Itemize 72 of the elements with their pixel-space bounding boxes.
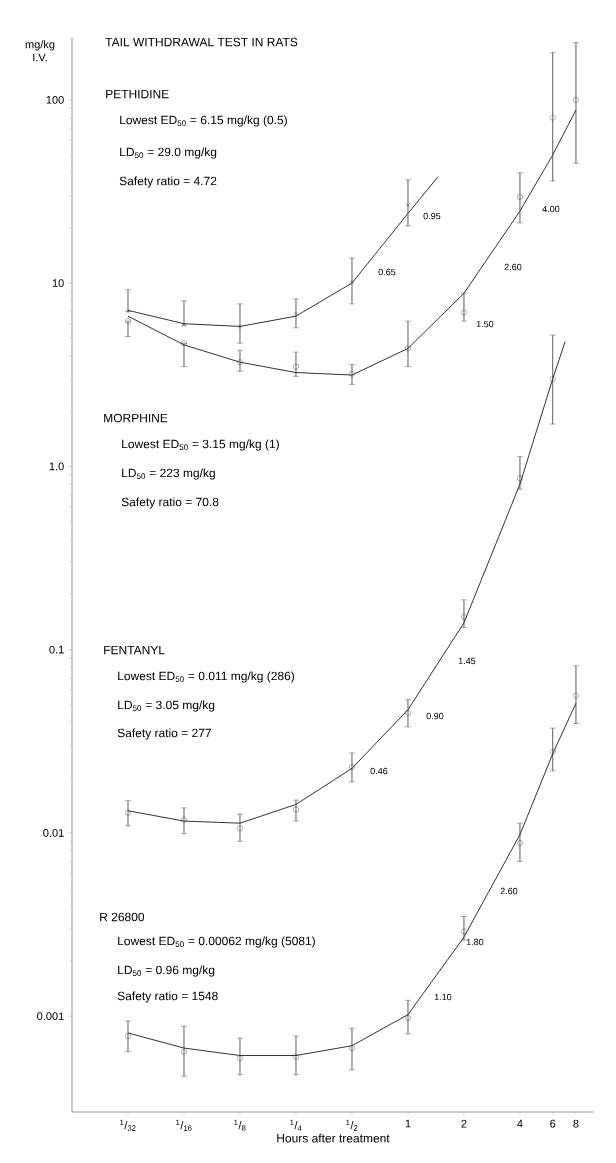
- annotation: 0.95: [423, 212, 441, 220]
- point: [125, 809, 131, 816]
- chart-title: TAIL WITHDRAWAL TEST IN RATS: [105, 37, 298, 47]
- annotation: Safety ratio = 277: [117, 728, 211, 740]
- point: [517, 840, 523, 846]
- annotation: Lowest ED$_{50}$ = 6.15 mg/kg (0.5): [120, 115, 287, 127]
- annotation: 2.60: [500, 887, 518, 895]
- x-tick-label: 2: [461, 1119, 467, 1128]
- annotation: 1.50: [476, 320, 494, 328]
- point: [405, 1014, 411, 1021]
- point: [237, 359, 243, 366]
- x-tick-label: 4: [517, 1119, 523, 1128]
- y-tick-label: 10: [52, 279, 64, 287]
- point: [181, 816, 187, 823]
- annotation: LD$_{50}$ = 0.96 mg/kg: [118, 965, 215, 977]
- annotation: 0.90: [426, 712, 444, 720]
- annotation: 1.10: [434, 993, 452, 1001]
- point: [349, 370, 355, 377]
- y-tick-label: 0.1: [49, 645, 64, 654]
- annotation: MORPHINE: [104, 413, 168, 423]
- point: [349, 764, 355, 770]
- point: [293, 1054, 299, 1060]
- annotation: Lowest ED$_{50}$ = 0.011 mg/kg (286): [118, 671, 295, 683]
- x-tick-label: $^{1}$/$_{8}$: [234, 1119, 246, 1131]
- x-tick-label: 8: [573, 1119, 579, 1128]
- x-tick-label: $^{1}$/$_{2}$: [346, 1119, 358, 1131]
- x-tick-label: $^{1}$/$_{32}$: [120, 1119, 136, 1131]
- annotation: 2.60: [504, 263, 522, 271]
- annotation: 0.46: [370, 767, 388, 775]
- x-tick-label: $^{1}$/$_{16}$: [176, 1119, 192, 1131]
- point: [517, 194, 523, 200]
- point: [293, 311, 299, 316]
- point: [461, 928, 467, 935]
- y-tick-label: 0.01: [43, 829, 64, 837]
- annotation: LD$_{50}$ = 29.0 mg/kg: [120, 147, 217, 159]
- y-axis-title: mg/kg I.V.: [25, 40, 55, 62]
- x-tick-label: 6: [550, 1119, 556, 1128]
- annotation: LD$_{50}$ = 3.05 mg/kg: [118, 700, 215, 712]
- annotation: LD$_{50}$ = 223 mg/kg: [122, 468, 215, 480]
- point: [405, 202, 411, 208]
- point: [517, 475, 523, 482]
- annotation: Lowest ED$_{50}$ = 3.15 mg/kg (1): [122, 439, 279, 451]
- annotation: FENTANYL: [104, 645, 165, 655]
- y-tick-label: 1.0: [49, 462, 64, 471]
- y-tick-label: 100: [46, 95, 64, 104]
- point: [349, 280, 355, 285]
- point: [405, 710, 411, 716]
- x-tick-label: 1: [405, 1119, 411, 1128]
- point: [125, 1033, 131, 1039]
- x-tick-label: $^{1}$/$_{4}$: [290, 1119, 302, 1131]
- annotation: 4.00: [542, 205, 560, 213]
- point: [237, 324, 243, 329]
- annotation: 0.65: [378, 268, 396, 276]
- annotation: Safety ratio = 1548: [117, 991, 218, 1003]
- point: [181, 1048, 187, 1055]
- point: [405, 345, 411, 352]
- annotation: PETHIDINE: [106, 89, 169, 99]
- point: [461, 309, 467, 316]
- point: [237, 1055, 243, 1061]
- annotation: 1.80: [466, 938, 484, 946]
- point: [293, 806, 299, 813]
- annotation: Safety ratio = 70.8: [121, 497, 219, 509]
- point: [349, 1045, 355, 1051]
- x-axis-title: Hours after treatment: [277, 1133, 390, 1143]
- annotation: Lowest ED$_{50}$ = 0.00062 mg/kg (5081): [118, 936, 315, 948]
- point: [461, 614, 467, 620]
- y-tick-label: 0.001: [37, 1012, 64, 1021]
- annotation: 1.45: [458, 657, 476, 665]
- annotation: Safety ratio = 4.72: [119, 176, 217, 188]
- annotation: R 26800: [100, 912, 145, 922]
- point: [293, 363, 299, 370]
- point: [237, 825, 243, 832]
